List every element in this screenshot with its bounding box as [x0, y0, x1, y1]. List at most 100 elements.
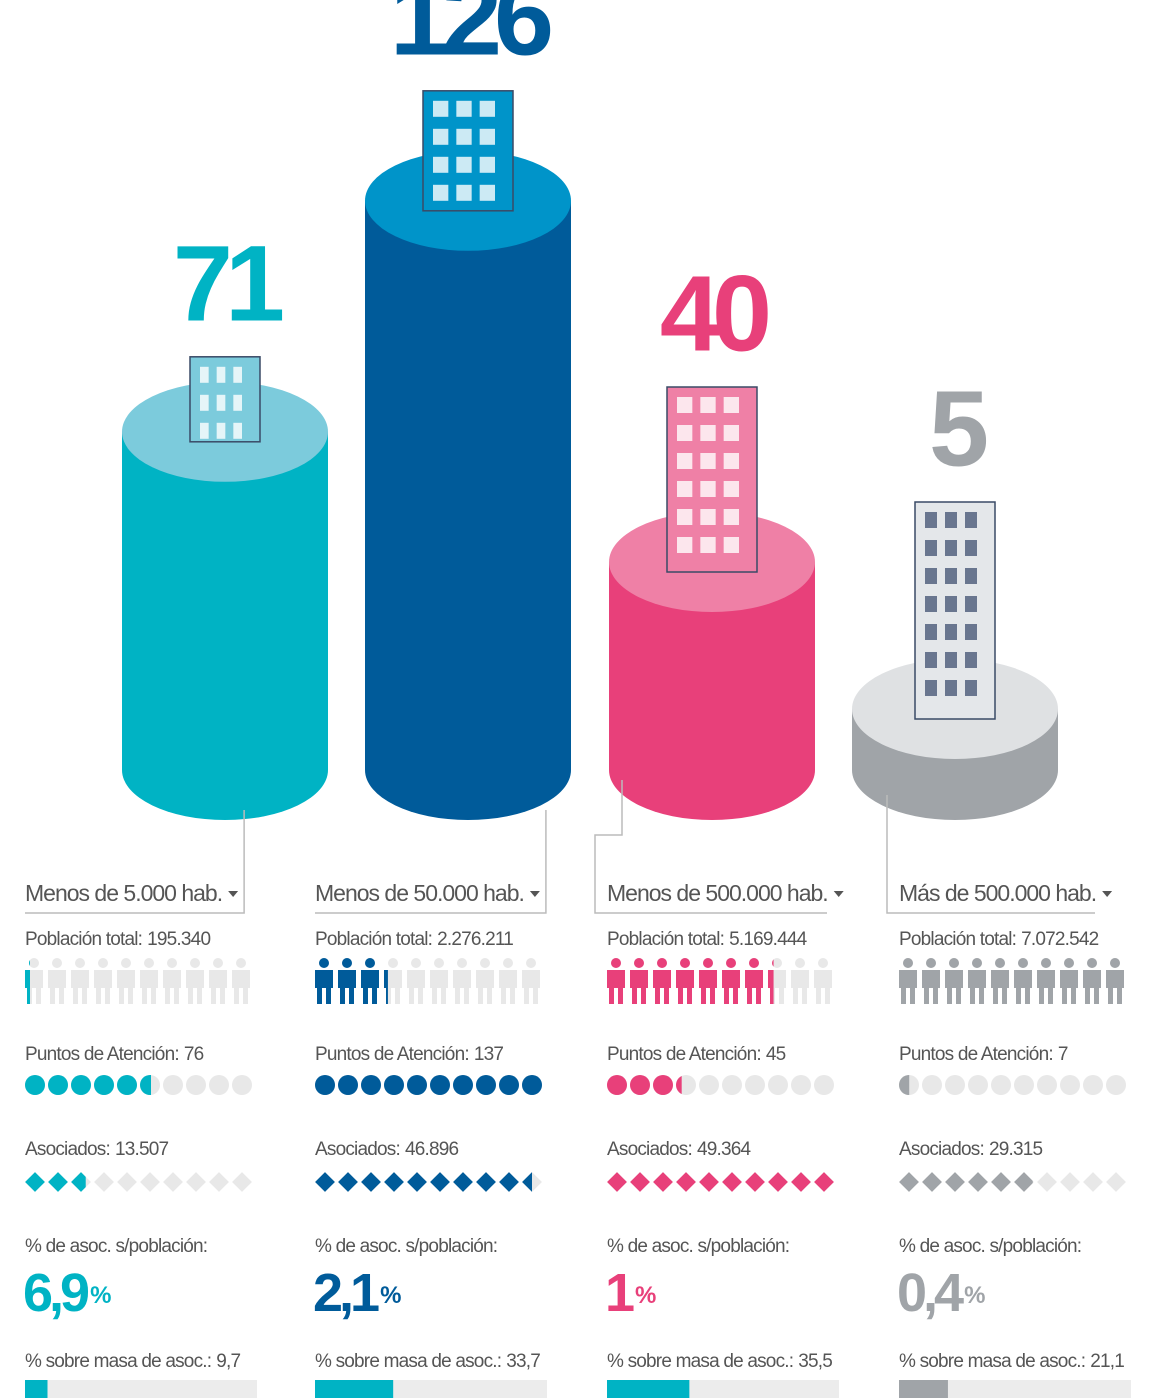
person-body — [384, 970, 388, 1004]
masa-label-part: 21,1 — [1090, 1351, 1124, 1372]
pct-number: 1 — [605, 1263, 634, 1323]
masa-track — [25, 1380, 257, 1398]
puntos-label-part: Puntos de Atención: — [607, 1044, 761, 1065]
puntos-label-part: 45 — [766, 1044, 786, 1065]
person-body — [630, 970, 648, 1004]
person-body — [117, 970, 135, 1004]
diamond — [1083, 1172, 1103, 1192]
diamond — [1106, 1172, 1126, 1192]
window — [945, 540, 957, 556]
person-head — [503, 958, 513, 968]
person-head — [926, 958, 936, 968]
dot — [186, 1075, 206, 1095]
window — [677, 425, 693, 441]
person-head — [319, 958, 329, 968]
diamond — [991, 1172, 1011, 1192]
count-label: 126 — [390, 0, 551, 77]
pct-value: 2,1% — [313, 1263, 401, 1323]
asociados-label-part: Asociados: — [607, 1139, 692, 1160]
diamond — [384, 1172, 404, 1192]
diamond — [25, 1172, 45, 1192]
masa-label-part: % sobre masa de asoc.: — [607, 1351, 793, 1372]
masa-bar — [315, 1380, 394, 1398]
window — [925, 512, 937, 528]
diamond — [94, 1172, 114, 1192]
person-body — [430, 970, 448, 1004]
person-head — [480, 958, 490, 968]
diamond — [71, 1172, 86, 1192]
person-body — [1106, 970, 1124, 1004]
person-body — [768, 970, 774, 1004]
person-head — [611, 958, 621, 968]
window — [945, 680, 957, 696]
person-head — [680, 958, 690, 968]
person-body — [186, 970, 204, 1004]
person-body — [94, 970, 112, 1004]
puntos-label: Puntos de Atención: 45 — [607, 1044, 786, 1065]
asociados-label-part: Asociados: — [315, 1139, 400, 1160]
person-head — [1041, 958, 1051, 968]
group-label: Menos de 500.000 hab. — [607, 880, 828, 906]
window — [965, 512, 977, 528]
person-body — [209, 970, 227, 1004]
pct-unit: % — [635, 1282, 656, 1309]
window — [925, 680, 937, 696]
dropdown-arrow — [833, 891, 844, 897]
puntos-label-part: Puntos de Atención: — [25, 1044, 179, 1065]
dot — [499, 1075, 519, 1095]
person-body — [945, 970, 963, 1004]
window — [965, 596, 977, 612]
cylinder — [122, 431, 328, 770]
poblacion-label: Población total: 5.169.444 — [607, 929, 808, 950]
person-body — [71, 970, 89, 1004]
pct-number: 2,1 — [313, 1263, 379, 1323]
diamond — [945, 1172, 965, 1192]
icon-row — [315, 1172, 533, 1192]
person-head — [795, 958, 805, 968]
person-head — [949, 958, 959, 968]
diamond — [117, 1172, 137, 1192]
asociados-label-part: Asociados: — [25, 1139, 110, 1160]
diamond — [1014, 1172, 1033, 1192]
puntos-label-part: 137 — [474, 1044, 504, 1065]
pct-unit: % — [380, 1282, 401, 1309]
person-body — [522, 970, 540, 1004]
connector — [315, 810, 547, 914]
person-body — [607, 970, 625, 1004]
person-body — [140, 970, 158, 1004]
person-head — [52, 958, 62, 968]
dot — [745, 1075, 765, 1095]
window — [925, 652, 937, 668]
diamond — [163, 1172, 183, 1192]
person-body — [338, 970, 356, 1004]
person-head — [121, 958, 131, 968]
diamond — [699, 1172, 719, 1192]
diamond — [653, 1172, 673, 1192]
icon-row — [315, 1075, 542, 1095]
person-body — [384, 970, 402, 1004]
person-head — [144, 958, 154, 968]
person-head — [749, 958, 759, 968]
dot — [768, 1075, 788, 1095]
window — [700, 537, 716, 553]
dot — [361, 1075, 381, 1095]
person-head — [726, 958, 736, 968]
dot — [209, 1075, 229, 1095]
dot — [1106, 1075, 1126, 1095]
window — [433, 128, 449, 145]
dot — [522, 1075, 542, 1095]
asociados-label-part: Asociados: — [899, 1139, 984, 1160]
person-body — [407, 970, 425, 1004]
dot — [814, 1075, 834, 1095]
diamond — [407, 1172, 427, 1192]
dot — [71, 1075, 91, 1095]
person-body — [1037, 970, 1055, 1004]
puntos-label-part: 7 — [1058, 1044, 1068, 1065]
person-body — [361, 970, 379, 1004]
window — [925, 568, 937, 584]
window — [479, 184, 495, 201]
diamond — [899, 1172, 919, 1192]
poblacion-label-part: 2.276.211 — [437, 929, 513, 950]
person-body — [968, 970, 986, 1004]
